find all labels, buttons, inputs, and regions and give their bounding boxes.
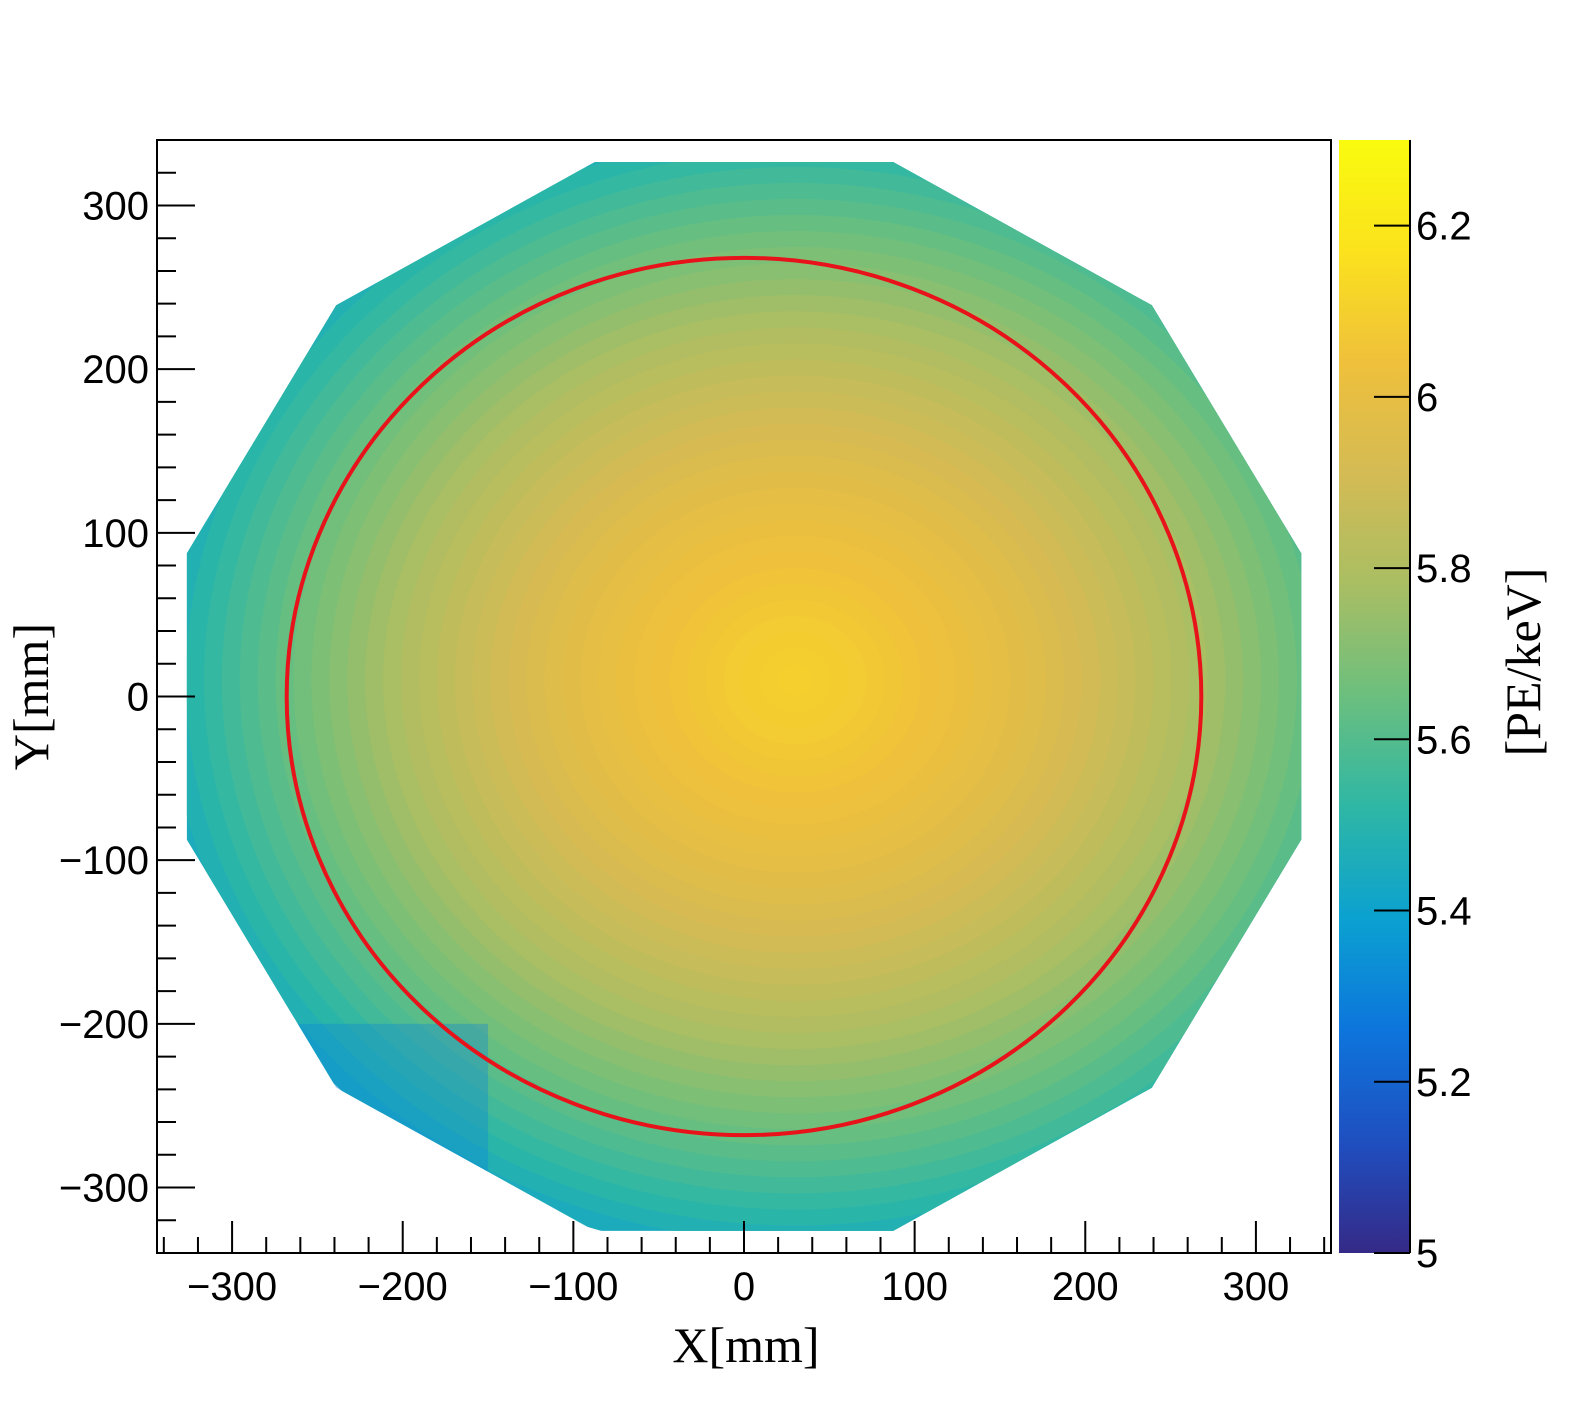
color-bar-tick-label: 5.8 (1416, 547, 1472, 591)
y-axis: −300 −200 −100 0 100 200 300 (59, 139, 195, 1254)
y-axis-title: Y[mm] (3, 623, 59, 770)
color-bar-tick-label: 6 (1416, 376, 1438, 420)
color-bar-axis: 5 5.2 5.4 5.6 5.8 6 6.2 (1374, 140, 1472, 1276)
x-axis-title: X[mm] (672, 1317, 819, 1373)
x-axis: −300 −200 −100 0 100 200 300 (162, 1221, 1326, 1309)
y-tick-label: −100 (59, 839, 149, 883)
x-tick-label: 100 (881, 1265, 948, 1309)
heatmap-contour-level (777, 664, 814, 697)
color-bar-tick-label: 5 (1416, 1232, 1438, 1276)
color-bar (1339, 140, 1410, 1253)
y-tick-label: 0 (127, 676, 149, 720)
x-tick-label: −200 (358, 1265, 448, 1309)
y-tick-label: 300 (82, 184, 149, 228)
x-tick-label: −100 (528, 1265, 618, 1309)
color-bar-title: [PE/keV] (1495, 568, 1551, 757)
heatmap-field (186, 162, 1302, 1231)
color-bar-tick-label: 5.2 (1416, 1061, 1472, 1105)
y-tick-label: −300 (59, 1167, 149, 1211)
y-tick-label: 100 (82, 512, 149, 556)
x-tick-label: 0 (733, 1265, 755, 1309)
color-bar-tick-label: 5.4 (1416, 890, 1472, 934)
color-bar-tick-label: 6.2 (1416, 205, 1472, 249)
color-bar-tick-label: 5.6 (1416, 718, 1472, 762)
y-tick-label: −200 (59, 1003, 149, 1047)
fiducial-circle (284, 255, 1204, 1138)
y-tick-label: 200 (82, 348, 149, 392)
heatmap-low-region (186, 1023, 489, 1231)
x-tick-label: −300 (187, 1265, 277, 1309)
x-tick-label: 200 (1052, 1265, 1119, 1309)
x-tick-label: 300 (1223, 1265, 1290, 1309)
